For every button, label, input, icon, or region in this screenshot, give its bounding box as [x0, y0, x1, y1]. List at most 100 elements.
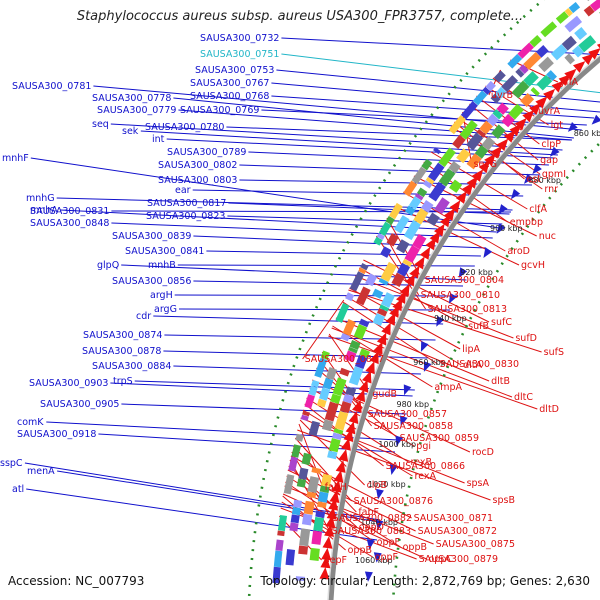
right-gene-label[interactable]: yfiA — [560, 77, 579, 88]
right-gene-label[interactable]: uvrB — [491, 90, 513, 101]
left-gene-label[interactable]: mnhF — [2, 153, 29, 164]
right-gene-label[interactable]: SAUSA300_0830 — [440, 359, 519, 370]
right-gene-label[interactable]: rexA — [415, 471, 437, 482]
left-gene-label[interactable]: SAUSA300_0768 — [190, 91, 269, 102]
right-gene-label[interactable]: SAUSA300_0858 — [374, 421, 453, 432]
right-gene-label[interactable]: gpmI — [542, 169, 566, 180]
right-gene-label[interactable]: aroD — [507, 246, 530, 257]
left-gene-label[interactable]: SAUSA300_0779 — [97, 105, 176, 116]
right-gene-label[interactable]: est — [526, 174, 541, 185]
right-gene-label[interactable]: rnr — [544, 184, 558, 195]
right-gene-label[interactable]: SAUSA300_0813 — [428, 304, 507, 315]
right-gene-label[interactable]: uvrA — [538, 106, 561, 117]
right-gene-label[interactable]: SAUSA300_0847 — [305, 354, 384, 365]
left-gene-label[interactable]: SAUSA300_0823 — [146, 211, 225, 222]
right-gene-label[interactable]: oppB — [403, 542, 427, 553]
left-gene-label[interactable]: SAUSA300_0767 — [190, 78, 269, 89]
left-gene-label[interactable]: SAUSA300_0778 — [92, 93, 171, 104]
left-gene-label[interactable]: int — [152, 134, 165, 145]
left-gene-label[interactable]: sek — [122, 126, 139, 137]
left-gene-label[interactable]: argH — [150, 290, 173, 301]
right-gene-label[interactable]: pepF — [324, 555, 347, 566]
left-gene-label[interactable]: mnhA — [30, 205, 58, 216]
right-gene-label[interactable]: oppF — [377, 537, 400, 548]
left-gene-label[interactable]: SAUSA300_0884 — [92, 361, 171, 372]
right-gene-label[interactable]: secG — [474, 159, 497, 170]
right-gene-label[interactable]: sufS — [544, 347, 564, 358]
left-gene-label[interactable]: SAUSA300_0803 — [158, 175, 237, 186]
left-gene-label[interactable]: SAUSA300_0802 — [158, 160, 237, 171]
left-gene-label[interactable]: cdr — [136, 311, 151, 322]
left-gene-label[interactable]: SAUSA300_0903 — [29, 378, 108, 389]
right-gene-label[interactable]: sufC — [491, 317, 512, 328]
left-gene-label[interactable]: mnhB — [148, 260, 176, 271]
right-gene-label[interactable]: pgi — [416, 441, 431, 452]
right-gene-label[interactable]: oppD — [359, 522, 384, 533]
right-gene-label[interactable]: rexB — [410, 457, 432, 468]
left-gene-label[interactable]: sspC — [0, 458, 23, 469]
right-gene-label[interactable]: SAUSA300_0875 — [436, 539, 515, 550]
left-gene-label[interactable]: trpS — [113, 376, 133, 387]
left-gene-label[interactable]: comK — [17, 417, 44, 428]
right-gene-label[interactable]: oppB — [348, 545, 372, 556]
left-gene-label[interactable]: SAUSA300_0781 — [12, 81, 91, 92]
left-gene-label[interactable]: SAUSA300_0874 — [83, 330, 162, 341]
right-gene-label[interactable]: SAUSA300_0883 — [332, 526, 411, 537]
right-gene-label[interactable]: sufD — [515, 333, 537, 344]
left-gene-label[interactable]: SAUSA300_0831 — [30, 206, 109, 217]
right-gene-label[interactable]: empbp — [510, 217, 543, 228]
right-gene-label[interactable]: spsA — [467, 478, 490, 489]
right-gene-label[interactable]: SAUSA300_0857 — [368, 409, 447, 420]
left-gene-label[interactable]: SAUSA300_0918 — [17, 429, 96, 440]
right-gene-label[interactable]: sufB — [468, 321, 489, 332]
right-gene-label[interactable]: oppF — [375, 552, 398, 563]
right-gene-label[interactable]: SAUSA300_0872 — [418, 526, 497, 537]
right-gene-label[interactable]: SAUSA300_0871 — [414, 513, 493, 524]
right-gene-label[interactable]: SAUSA300_0859 — [400, 433, 479, 444]
left-gene-label[interactable]: mnhG — [26, 193, 55, 204]
right-gene-label[interactable]: dltB — [491, 376, 510, 387]
left-gene-label[interactable]: SAUSA300_0878 — [82, 346, 161, 357]
right-gene-label[interactable]: SAUSA300_0879 — [419, 554, 498, 565]
right-gene-label[interactable]: fabH — [325, 482, 347, 493]
left-gene-label[interactable]: SAUSA300_0856 — [112, 276, 191, 287]
right-gene-label[interactable]: lipA — [462, 344, 480, 355]
right-gene-label[interactable]: dltA — [463, 360, 482, 371]
left-gene-label[interactable]: SAUSA300_0905 — [40, 399, 119, 410]
left-gene-label[interactable]: SAUSA300_0841 — [125, 246, 204, 257]
left-gene-label[interactable]: SAUSA300_0817 — [147, 198, 226, 209]
right-gene-label[interactable]: nuc — [539, 231, 556, 242]
right-gene-label[interactable]: lgt — [551, 120, 564, 131]
right-gene-label[interactable]: clpP — [541, 139, 561, 150]
right-gene-label[interactable]: gap — [540, 155, 558, 166]
right-gene-label[interactable]: spsB — [493, 495, 515, 506]
left-gene-label[interactable]: SAUSA300_0769 — [180, 105, 259, 116]
left-gene-label[interactable]: SAUSA300_0753 — [195, 65, 274, 76]
right-gene-label[interactable]: SAUSA300_0866 — [386, 461, 465, 472]
right-gene-label[interactable]: SAUSA300_0876 — [354, 496, 433, 507]
right-gene-label[interactable]: fabF — [358, 507, 379, 518]
left-gene-label[interactable]: argG — [154, 304, 177, 315]
right-gene-label[interactable]: clpB — [367, 480, 387, 491]
left-gene-label[interactable]: SAUSA300_0780 — [145, 122, 224, 133]
left-gene-label[interactable]: SAUSA300_0732 — [200, 33, 279, 44]
left-gene-label[interactable]: SAUSA300_0751 — [200, 49, 279, 60]
right-gene-label[interactable]: SAUSA300_0882 — [333, 513, 412, 524]
left-gene-label[interactable]: ear — [175, 185, 191, 196]
left-gene-label[interactable]: glpQ — [97, 260, 119, 271]
right-gene-label[interactable]: ampA — [434, 382, 462, 393]
right-gene-label[interactable]: SAUSA300_0804 — [425, 275, 504, 286]
right-gene-label[interactable]: gcvH — [521, 260, 545, 271]
right-gene-label[interactable]: gudB — [372, 389, 397, 400]
left-gene-label[interactable]: SAUSA300_0848 — [30, 218, 109, 229]
right-gene-label[interactable]: SAUSA300_0810 — [421, 290, 500, 301]
left-gene-label[interactable]: SAUSA300_0789 — [167, 147, 246, 158]
right-gene-label[interactable]: dltC — [514, 392, 533, 403]
left-gene-label[interactable]: seq — [92, 119, 109, 130]
right-gene-label[interactable]: oppC — [428, 554, 453, 565]
left-gene-label[interactable]: SAUSA300_0839 — [112, 231, 191, 242]
left-gene-label[interactable]: menA — [27, 466, 55, 477]
right-gene-label[interactable]: dltD — [539, 404, 559, 415]
right-gene-label[interactable]: rocD — [472, 447, 494, 458]
left-gene-label[interactable]: atl — [12, 484, 24, 495]
